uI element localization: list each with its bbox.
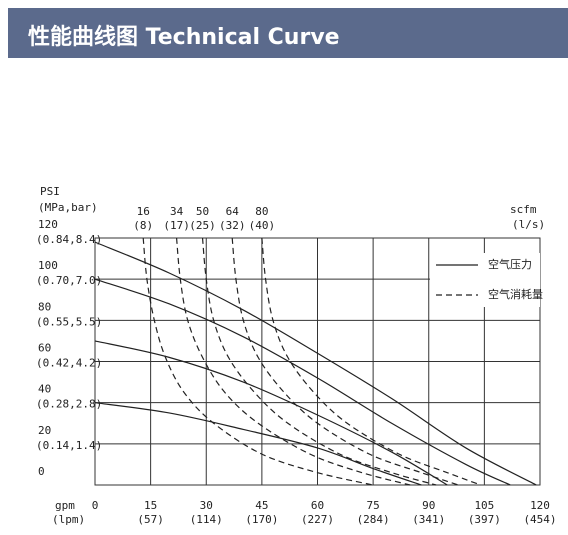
x-tick-label: 75 (367, 499, 380, 512)
x-tick-secondary-label: (284) (357, 513, 390, 526)
legend-label: 空气消耗量 (488, 287, 543, 301)
y-tick-secondary-label: (0.84,8.4) (36, 233, 102, 246)
x-tick-label: 60 (311, 499, 324, 512)
x-tick-secondary-label: (57) (137, 513, 164, 526)
curve-sublabel: (40) (249, 219, 276, 232)
curve (201, 237, 437, 486)
curve-label: 80 (255, 205, 268, 218)
x-tick-label: 120 (530, 499, 550, 512)
y-tick-label: 60 (38, 342, 51, 355)
curve-label: 34 (170, 205, 184, 218)
y-tick-secondary-label: (0.14,1.4) (36, 439, 102, 452)
x-tick-label: 15 (144, 499, 157, 512)
x-tick-secondary-label: (454) (523, 513, 556, 526)
curve (94, 278, 511, 486)
curve-label: 16 (137, 205, 150, 218)
x-tick-label: 30 (200, 499, 213, 512)
y-tick-label: 40 (38, 383, 51, 396)
chart-title: 性能曲线图 Technical Curve (28, 25, 340, 50)
curve (94, 241, 537, 486)
curve (94, 340, 448, 486)
curve-axis-label: scfm (510, 203, 537, 216)
y-tick-label: 20 (38, 424, 51, 437)
y-tick-label: 0 (38, 465, 45, 478)
x-tick-secondary-label: (170) (245, 513, 278, 526)
legend-box (430, 253, 540, 307)
y-tick-secondary-label: (0.55,5.5) (36, 315, 102, 328)
x-tick-label: 0 (92, 499, 99, 512)
y-tick-label: 120 (38, 218, 58, 231)
curve-sublabel: (17) (163, 219, 190, 232)
curve (94, 402, 422, 486)
curve-sublabel: (25) (189, 219, 216, 232)
curve-axis-label-secondary: (l/s) (512, 218, 545, 231)
x-tick-label: 90 (422, 499, 435, 512)
curve-sublabel: (32) (219, 219, 246, 232)
x-tick-secondary-label: (227) (301, 513, 334, 526)
curve (261, 237, 481, 486)
x-tick-secondary-label: (341) (412, 513, 445, 526)
curve-label: 64 (226, 205, 240, 218)
y-tick-secondary-label: (0.42,4.2) (36, 357, 102, 370)
curve (175, 237, 411, 486)
y-tick-secondary-label: (0.28,2.8) (36, 398, 102, 411)
x-tick-secondary-label: (114) (190, 513, 223, 526)
title-bar: 性能曲线图 Technical Curve (8, 8, 568, 58)
y-axis-label-secondary: (MPa,bar) (38, 201, 98, 214)
x-axis-label-secondary: (lpm) (52, 513, 85, 526)
curve (142, 237, 374, 486)
curve (231, 237, 459, 486)
y-axis-label: PSI (40, 185, 60, 198)
x-axis-label: gpm (55, 499, 75, 512)
y-tick-label: 100 (38, 259, 58, 272)
y-tick-label: 80 (38, 300, 51, 313)
y-tick-secondary-label: (0.70,7.0) (36, 274, 102, 287)
x-tick-secondary-label: (397) (468, 513, 501, 526)
curve-label: 50 (196, 205, 209, 218)
legend-label: 空气压力 (488, 257, 532, 271)
x-tick-label: 45 (255, 499, 268, 512)
curve-sublabel: (8) (133, 219, 153, 232)
x-tick-label: 105 (474, 499, 494, 512)
plot-frame (94, 237, 541, 486)
